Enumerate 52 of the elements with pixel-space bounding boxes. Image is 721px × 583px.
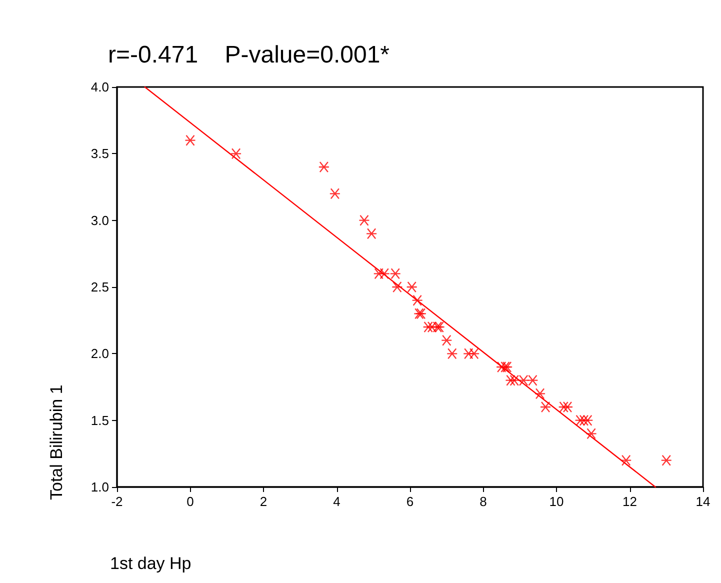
y-tick-label: 1.5 xyxy=(90,412,109,428)
x-tick-label: 12 xyxy=(622,494,637,509)
y-tick-label: 1.0 xyxy=(90,480,109,494)
point xyxy=(426,321,438,333)
point xyxy=(366,228,378,240)
point xyxy=(184,134,196,146)
x-tick-label: 10 xyxy=(549,494,564,509)
point xyxy=(582,414,594,426)
point xyxy=(392,281,403,293)
x-tick-label: -2 xyxy=(111,494,123,509)
point xyxy=(378,268,390,280)
point xyxy=(422,321,434,333)
point xyxy=(468,348,480,360)
x-tick-label: 8 xyxy=(480,494,487,509)
point xyxy=(373,268,384,280)
point xyxy=(586,428,597,440)
point xyxy=(496,361,508,373)
point xyxy=(358,214,370,226)
point xyxy=(558,401,570,413)
point xyxy=(441,334,452,346)
y-tick-label: 3.0 xyxy=(90,212,109,228)
x-tick-label: 14 xyxy=(696,494,710,509)
point xyxy=(406,281,418,293)
point xyxy=(230,148,242,160)
x-tick-label: 6 xyxy=(406,494,414,509)
point xyxy=(578,414,590,426)
y-tick-label: 3.5 xyxy=(90,146,109,162)
y-tick-label: 2.5 xyxy=(90,280,109,294)
point xyxy=(574,414,586,426)
x-tick-label: 2 xyxy=(260,494,268,509)
x-axis-title: 1st day Hp xyxy=(110,554,192,573)
point xyxy=(660,454,672,466)
point xyxy=(527,374,538,386)
point xyxy=(562,401,574,413)
point xyxy=(446,348,458,360)
point xyxy=(318,161,330,173)
point xyxy=(534,388,546,400)
x-tick-label: 0 xyxy=(186,494,194,509)
point xyxy=(508,374,520,386)
point xyxy=(620,454,632,466)
chart-title: r=-0.471 P-value=0.001* xyxy=(108,42,390,68)
point xyxy=(540,401,552,413)
point xyxy=(412,294,423,306)
point xyxy=(505,374,516,386)
point xyxy=(390,268,401,280)
x-tick-label: 4 xyxy=(333,494,340,509)
y-tick-label: 2.0 xyxy=(90,346,109,362)
point xyxy=(463,348,474,360)
point xyxy=(518,374,530,386)
y-axis-title: Total Bilirubin 1 xyxy=(47,384,66,500)
point xyxy=(329,188,341,200)
y-tick-label: 4.0 xyxy=(90,80,109,94)
